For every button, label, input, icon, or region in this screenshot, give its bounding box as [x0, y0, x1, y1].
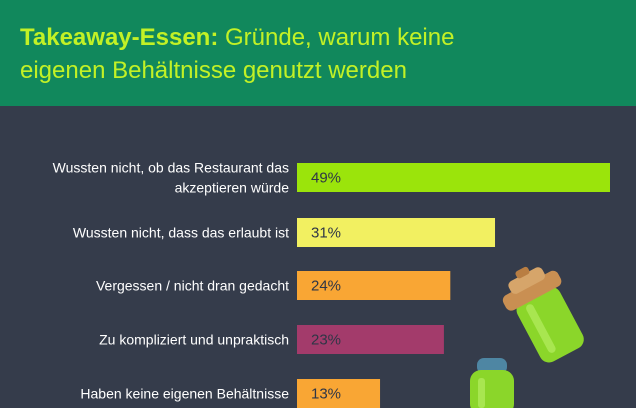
container-illustration [470, 266, 584, 408]
cup-icon [502, 266, 584, 363]
category-label-5: Haben keine eigenen Behältnisse [80, 386, 289, 402]
category-label-4: Zu kompliziert und unpraktisch [99, 332, 289, 348]
value-label-5: 13% [311, 386, 341, 403]
title-rest: Gründe, warum keine [218, 24, 455, 51]
bar-3 [297, 271, 451, 300]
title-line-2: eigenen Behältnisse genutzt werden [20, 57, 407, 84]
category-label-1-line-1: Wussten nicht, ob das Restaurant das [53, 160, 289, 176]
bar-2 [297, 218, 496, 247]
value-label-4: 23% [311, 332, 341, 349]
title-line-1: Takeaway-Essen: Gründe, warum keine [20, 21, 620, 54]
bar-1 [297, 163, 610, 192]
page-title: Takeaway-Essen: Gründe, warum keine eige… [20, 21, 620, 87]
category-label-1-line-2: akzeptieren würde [175, 180, 290, 196]
bar-5 [297, 379, 381, 408]
value-label-1: 49% [311, 170, 341, 187]
value-label-3: 24% [311, 278, 341, 295]
category-label-3: Vergessen / nicht dran gedacht [96, 278, 289, 294]
value-label-2: 31% [311, 225, 341, 242]
bottle-icon [470, 358, 514, 408]
title-bold: Takeaway-Essen: [20, 24, 219, 51]
bar-4 [297, 325, 444, 354]
header-banner: Takeaway-Essen: Gründe, warum keine eige… [0, 0, 636, 106]
category-label-2: Wussten nicht, dass das erlaubt ist [73, 225, 289, 241]
